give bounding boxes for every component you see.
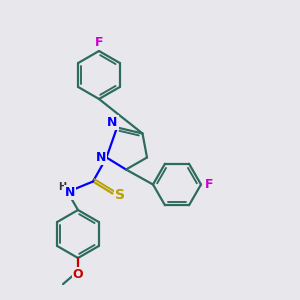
Text: O: O	[73, 268, 83, 281]
Text: F: F	[205, 178, 214, 191]
Text: F: F	[95, 36, 103, 49]
Text: N: N	[96, 151, 106, 164]
Text: S: S	[115, 188, 125, 202]
Text: N: N	[107, 116, 118, 129]
Text: N: N	[65, 185, 75, 199]
Text: H: H	[58, 182, 66, 192]
